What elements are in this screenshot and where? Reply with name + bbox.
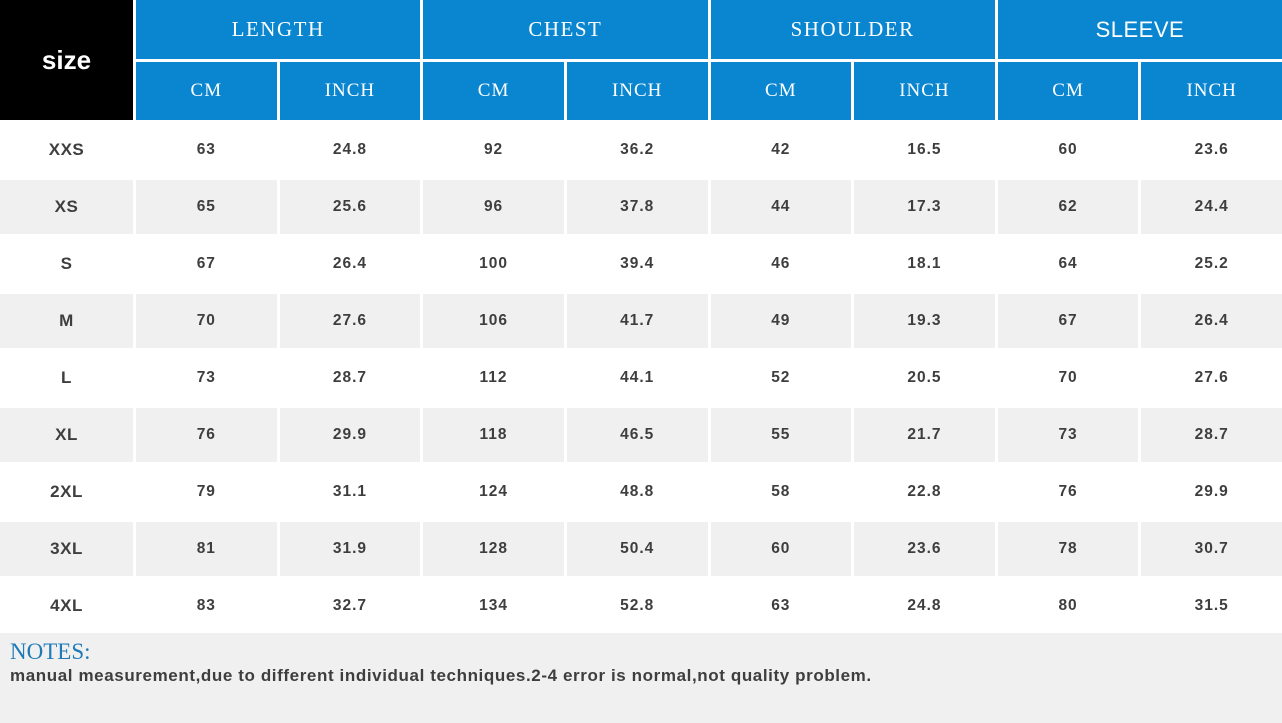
- data-cell-xs-3: 37.8: [566, 180, 708, 234]
- data-cell-3xl-7: 30.7: [1141, 522, 1282, 576]
- data-cell-3xl-5: 23.6: [854, 522, 995, 576]
- unit-header-sleeve-inch: INCH: [1141, 62, 1282, 120]
- data-cell-m-4: 49: [710, 294, 852, 348]
- data-cell-3xl-2: 128: [423, 522, 564, 576]
- unit-header-chest-cm: CM: [423, 62, 564, 120]
- data-cell-m-0: 70: [136, 294, 277, 348]
- data-cell-l-5: 20.5: [854, 351, 995, 405]
- row-label-2xl: 2XL: [0, 465, 133, 519]
- data-cell-s-7: 25.2: [1141, 237, 1282, 291]
- unit-header-length-cm: CM: [136, 62, 277, 120]
- data-cell-s-2: 100: [423, 237, 564, 291]
- unit-header-sleeve-cm: CM: [997, 62, 1139, 120]
- data-cell-3xl-0: 81: [136, 522, 277, 576]
- data-cell-3xl-4: 60: [710, 522, 852, 576]
- data-cell-xl-7: 28.7: [1141, 408, 1282, 462]
- data-cell-xxs-7: 23.6: [1141, 123, 1282, 177]
- data-cell-4xl-1: 32.7: [279, 579, 421, 633]
- data-cell-xl-0: 76: [136, 408, 277, 462]
- data-cell-s-6: 64: [997, 237, 1139, 291]
- data-cell-3xl-6: 78: [997, 522, 1139, 576]
- data-cell-l-2: 112: [423, 351, 564, 405]
- notes-section: NOTES: manual measurement,due to differe…: [0, 633, 1282, 723]
- data-cell-xl-2: 118: [423, 408, 564, 462]
- data-cell-m-2: 106: [423, 294, 564, 348]
- data-cell-xxs-0: 63: [136, 123, 277, 177]
- data-cell-2xl-7: 29.9: [1141, 465, 1282, 519]
- data-cell-s-1: 26.4: [279, 237, 421, 291]
- data-cell-s-3: 39.4: [566, 237, 708, 291]
- data-cell-l-1: 28.7: [279, 351, 421, 405]
- data-cell-2xl-4: 58: [710, 465, 852, 519]
- data-cell-xxs-6: 60: [997, 123, 1139, 177]
- data-cell-4xl-3: 52.8: [566, 579, 708, 633]
- row-label-4xl: 4XL: [0, 579, 133, 633]
- data-cell-m-6: 67: [997, 294, 1139, 348]
- data-cell-l-4: 52: [710, 351, 852, 405]
- data-cell-l-6: 70: [997, 351, 1139, 405]
- data-cell-xxs-4: 42: [710, 123, 852, 177]
- data-cell-xs-4: 44: [710, 180, 852, 234]
- data-cell-m-1: 27.6: [279, 294, 421, 348]
- data-cell-2xl-6: 76: [997, 465, 1139, 519]
- data-cell-2xl-5: 22.8: [854, 465, 995, 519]
- column-group-chest: CHEST: [423, 0, 708, 59]
- notes-text: manual measurement,due to different indi…: [10, 666, 872, 685]
- data-cell-xl-6: 73: [997, 408, 1139, 462]
- column-group-sleeve: SLEEVE: [997, 0, 1282, 59]
- row-label-xxs: XXS: [0, 123, 133, 177]
- size-table: size LENGTH CHEST SHOULDER SLEEVE CM INC…: [0, 0, 1282, 633]
- data-cell-l-7: 27.6: [1141, 351, 1282, 405]
- unit-header-chest-inch: INCH: [566, 62, 708, 120]
- data-cell-xxs-3: 36.2: [566, 123, 708, 177]
- data-cell-xs-0: 65: [136, 180, 277, 234]
- data-cell-m-5: 19.3: [854, 294, 995, 348]
- data-cell-3xl-3: 50.4: [566, 522, 708, 576]
- data-cell-xs-2: 96: [423, 180, 564, 234]
- data-cell-m-7: 26.4: [1141, 294, 1282, 348]
- data-cell-s-5: 18.1: [854, 237, 995, 291]
- data-cell-4xl-7: 31.5: [1141, 579, 1282, 633]
- row-label-3xl: 3XL: [0, 522, 133, 576]
- row-label-xl: XL: [0, 408, 133, 462]
- notes-title: NOTES:: [10, 639, 91, 664]
- data-cell-4xl-4: 63: [710, 579, 852, 633]
- row-label-m: M: [0, 294, 133, 348]
- data-cell-2xl-0: 79: [136, 465, 277, 519]
- column-group-length: LENGTH: [136, 0, 421, 59]
- data-cell-4xl-0: 83: [136, 579, 277, 633]
- data-cell-xxs-2: 92: [423, 123, 564, 177]
- data-cell-2xl-1: 31.1: [279, 465, 421, 519]
- data-cell-l-0: 73: [136, 351, 277, 405]
- data-cell-2xl-2: 124: [423, 465, 564, 519]
- data-cell-4xl-5: 24.8: [854, 579, 995, 633]
- data-cell-xs-7: 24.4: [1141, 180, 1282, 234]
- data-cell-xl-4: 55: [710, 408, 852, 462]
- data-cell-xs-5: 17.3: [854, 180, 995, 234]
- data-cell-xxs-1: 24.8: [279, 123, 421, 177]
- data-cell-4xl-2: 134: [423, 579, 564, 633]
- data-cell-2xl-3: 48.8: [566, 465, 708, 519]
- size-header-cell: size: [0, 0, 133, 120]
- data-cell-m-3: 41.7: [566, 294, 708, 348]
- data-cell-xs-6: 62: [997, 180, 1139, 234]
- data-cell-3xl-1: 31.9: [279, 522, 421, 576]
- unit-header-shoulder-inch: INCH: [854, 62, 995, 120]
- data-cell-xl-1: 29.9: [279, 408, 421, 462]
- data-cell-4xl-6: 80: [997, 579, 1139, 633]
- unit-header-shoulder-cm: CM: [710, 62, 852, 120]
- unit-header-length-inch: INCH: [279, 62, 421, 120]
- data-cell-s-4: 46: [710, 237, 852, 291]
- row-label-l: L: [0, 351, 133, 405]
- data-cell-xs-1: 25.6: [279, 180, 421, 234]
- data-cell-l-3: 44.1: [566, 351, 708, 405]
- data-cell-xl-3: 46.5: [566, 408, 708, 462]
- row-label-s: S: [0, 237, 133, 291]
- column-group-shoulder: SHOULDER: [710, 0, 995, 59]
- data-cell-xl-5: 21.7: [854, 408, 995, 462]
- data-cell-s-0: 67: [136, 237, 277, 291]
- data-cell-xxs-5: 16.5: [854, 123, 995, 177]
- row-label-xs: XS: [0, 180, 133, 234]
